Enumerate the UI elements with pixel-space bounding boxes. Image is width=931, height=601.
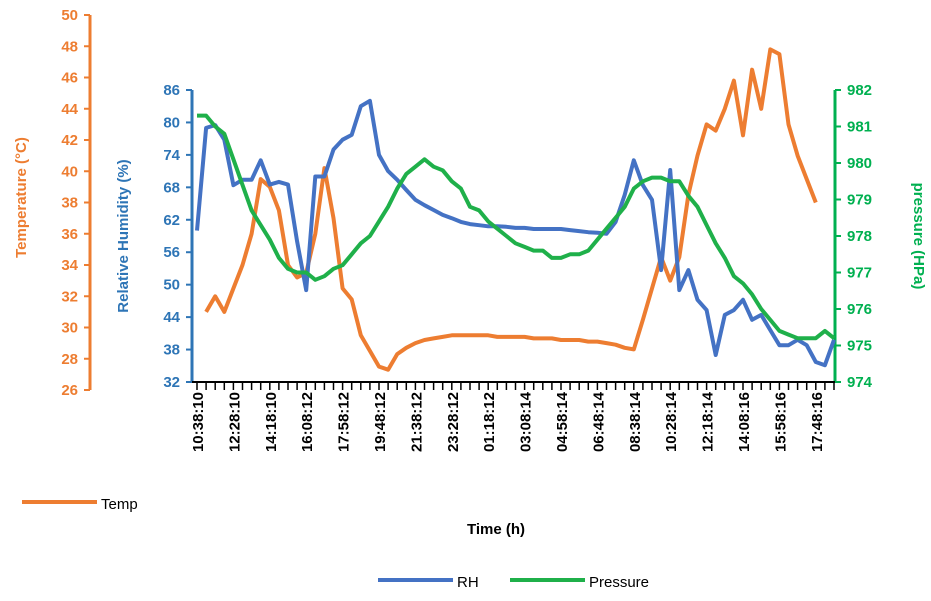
y-tick-label: 979 <box>847 192 872 209</box>
x-tick-label: 12:28:10 <box>226 392 243 452</box>
x-tick-label: 23:28:12 <box>445 392 462 452</box>
y-tick-label: 44 <box>61 101 78 118</box>
x-tick-label: 08:38:14 <box>627 391 644 452</box>
y-axis-title: Temperature (°C) <box>13 137 30 258</box>
y-tick-label: 48 <box>61 38 78 55</box>
x-tick-label: 12:18:14 <box>700 391 717 452</box>
x-tick-label: 15:58:16 <box>772 392 789 452</box>
y-tick-label: 80 <box>163 114 180 131</box>
x-tick-label: 16:08:12 <box>299 392 316 452</box>
x-tick-label: 17:48:16 <box>809 392 826 452</box>
y-tick-label: 977 <box>847 265 872 282</box>
legend-label: RH <box>457 574 479 591</box>
y-tick-label: 32 <box>61 288 78 305</box>
y-tick-label: 982 <box>847 82 872 99</box>
y-tick-label: 38 <box>61 195 78 212</box>
y-tick-label: 86 <box>163 82 180 99</box>
y-tick-label: 975 <box>847 338 872 355</box>
y-tick-label: 28 <box>61 351 78 368</box>
y-tick-label: 62 <box>163 212 180 229</box>
x-tick-label: 06:48:14 <box>590 391 607 452</box>
y-tick-label: 46 <box>61 70 78 87</box>
legend-label: Temp <box>101 496 138 513</box>
y-tick-label: 56 <box>163 244 180 261</box>
y-tick-label: 32 <box>163 374 180 391</box>
x-tick-label: 14:18:10 <box>263 392 280 452</box>
x-axis-title: Time (h) <box>467 521 525 538</box>
y-tick-label: 980 <box>847 155 872 172</box>
y-tick-label: 978 <box>847 228 872 245</box>
y-tick-label: 50 <box>61 7 78 24</box>
y-tick-label: 981 <box>847 119 872 136</box>
y-axis-title: pressure (HPa) <box>910 183 927 290</box>
y-tick-label: 44 <box>163 309 180 326</box>
x-tick-label: 21:38:12 <box>408 392 425 452</box>
x-tick-label: 01:18:12 <box>481 392 498 452</box>
y-axis-title: Relative Humidity (%) <box>115 159 132 312</box>
y-tick-label: 40 <box>61 163 78 180</box>
y-tick-label: 26 <box>61 382 78 399</box>
y-tick-label: 976 <box>847 301 872 318</box>
y-tick-label: 38 <box>163 342 180 359</box>
x-tick-label: 04:58:14 <box>554 391 571 452</box>
y-tick-label: 36 <box>61 226 78 243</box>
series-line <box>195 98 836 368</box>
y-tick-label: 42 <box>61 132 78 149</box>
x-tick-label: 14:08:16 <box>736 392 753 452</box>
legend-label: Pressure <box>589 574 649 591</box>
y-tick-label: 74 <box>163 147 180 164</box>
y-tick-label: 34 <box>61 257 78 274</box>
y-tick-label: 68 <box>163 179 180 196</box>
x-tick-label: 10:38:10 <box>190 392 207 452</box>
y-tick-label: 30 <box>61 320 78 337</box>
x-tick-label: 17:58:12 <box>336 392 353 452</box>
y-tick-label: 974 <box>847 374 873 391</box>
series-line <box>197 113 836 341</box>
y-tick-label: 50 <box>163 277 180 294</box>
x-tick-label: 03:08:14 <box>518 391 535 452</box>
x-tick-label: 10:28:14 <box>663 391 680 452</box>
x-tick-label: 19:48:12 <box>372 392 389 452</box>
